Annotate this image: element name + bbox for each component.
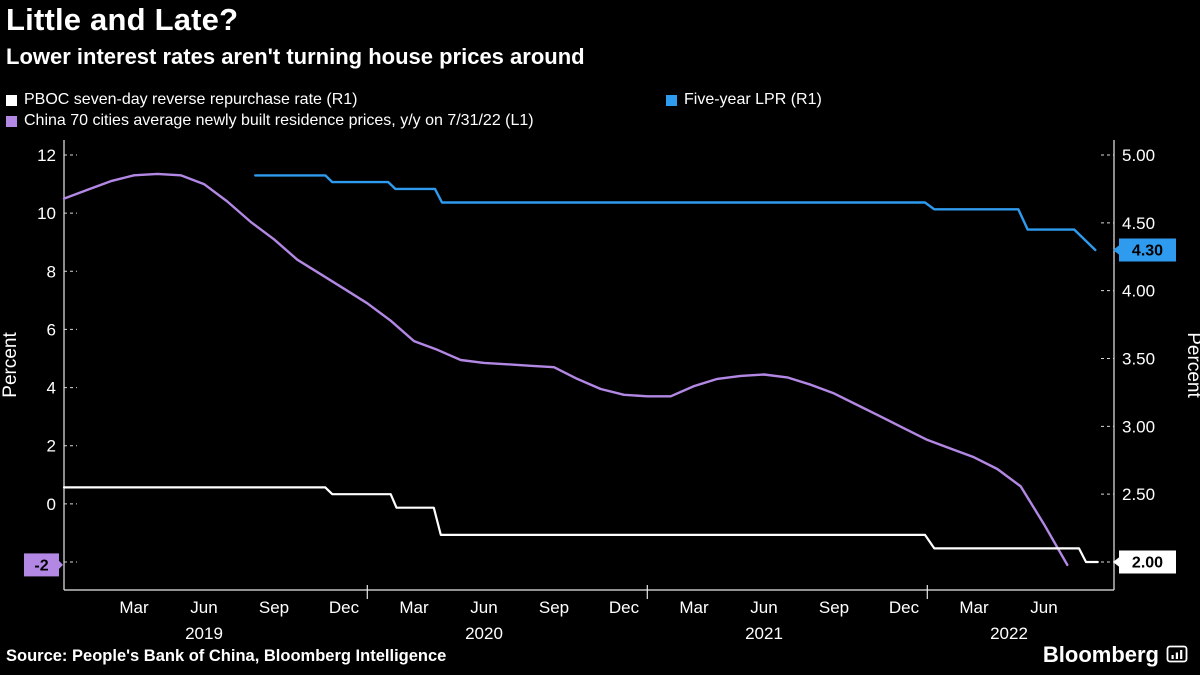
left-axis-tick-label: 4 <box>47 379 56 398</box>
month-tick-label: Jun <box>470 598 497 617</box>
right-axis-tick-label: 4.00 <box>1122 282 1155 301</box>
badge-pboc-7day-reverse-repo <box>1119 550 1176 574</box>
month-tick-label: Dec <box>889 598 920 617</box>
legend-item-pboc: PBOC seven-day reverse repurchase rate (… <box>6 91 357 109</box>
month-tick-label: Dec <box>609 598 640 617</box>
bloomberg-wordmark: Bloomberg <box>1042 642 1159 667</box>
badge-label-china-70-cities-prices: -2 <box>34 557 48 574</box>
right-axis-title: Percent <box>1183 332 1200 398</box>
month-tick-label: Mar <box>679 598 709 617</box>
year-label: 2019 <box>185 624 223 643</box>
month-tick-label: Mar <box>399 598 429 617</box>
legend-swatch-blue-icon <box>666 94 677 106</box>
right-axis-tick-label: 2.50 <box>1122 485 1155 504</box>
legend-item-lpr: Five-year LPR (R1) <box>666 91 822 109</box>
right-axis-tick-label: 3.00 <box>1122 417 1155 436</box>
bloomberg-terminal-icon <box>1166 645 1188 663</box>
badge-five-year-lpr <box>1119 238 1176 262</box>
left-axis-tick-label: 10 <box>37 204 56 223</box>
month-tick-label: Jun <box>190 598 217 617</box>
chart-subtitle: Lower interest rates aren't turning hous… <box>6 44 585 69</box>
year-label: 2022 <box>990 624 1028 643</box>
chart-title: Little and Late? <box>6 2 239 37</box>
month-tick-label: Jun <box>750 598 777 617</box>
left-axis-title: Percent <box>0 332 21 398</box>
left-axis-tick-label: 2 <box>47 437 56 456</box>
legend-swatch-white-icon <box>6 94 17 106</box>
series-line-china-70-cities-prices <box>62 172 1069 567</box>
month-tick-label: Sep <box>259 598 289 617</box>
year-label: 2021 <box>745 624 783 643</box>
source-note: Source: People's Bank of China, Bloomber… <box>6 647 447 665</box>
month-tick-label: Sep <box>819 598 849 617</box>
left-axis-tick-label: 0 <box>47 495 56 514</box>
bloomberg-logo: Bloomberg <box>1043 642 1188 668</box>
legend-item-house-prices: China 70 cities average newly built resi… <box>6 112 534 130</box>
legend-swatch-purple-icon <box>6 115 17 127</box>
left-axis-tick-label: 8 <box>47 262 56 281</box>
right-axis-tick-label: 3.50 <box>1122 350 1155 369</box>
series-line-five-year-lpr <box>254 174 1097 252</box>
series-line-pboc-7day-reverse-repo <box>62 486 1099 564</box>
month-tick-label: Jun <box>1030 598 1057 617</box>
left-axis-tick-label: 12 <box>37 146 56 165</box>
right-axis-tick-label: 4.50 <box>1122 214 1155 233</box>
legend-label-house-prices: China 70 cities average newly built resi… <box>24 112 534 129</box>
badge-label-five-year-lpr: 4.30 <box>1132 243 1163 260</box>
legend-label-lpr: Five-year LPR (R1) <box>684 91 822 108</box>
year-label: 2020 <box>465 624 503 643</box>
left-axis-tick-label: 6 <box>47 320 56 339</box>
badge-label-pboc-7day-reverse-repo: 2.00 <box>1132 555 1163 572</box>
month-tick-label: Mar <box>119 598 149 617</box>
month-tick-label: Sep <box>539 598 569 617</box>
right-axis-tick-label: 5.00 <box>1122 146 1155 165</box>
legend-label-pboc: PBOC seven-day reverse repurchase rate (… <box>24 91 358 108</box>
month-tick-label: Mar <box>959 598 989 617</box>
badge-china-70-cities-prices <box>24 553 59 577</box>
month-tick-label: Dec <box>329 598 360 617</box>
